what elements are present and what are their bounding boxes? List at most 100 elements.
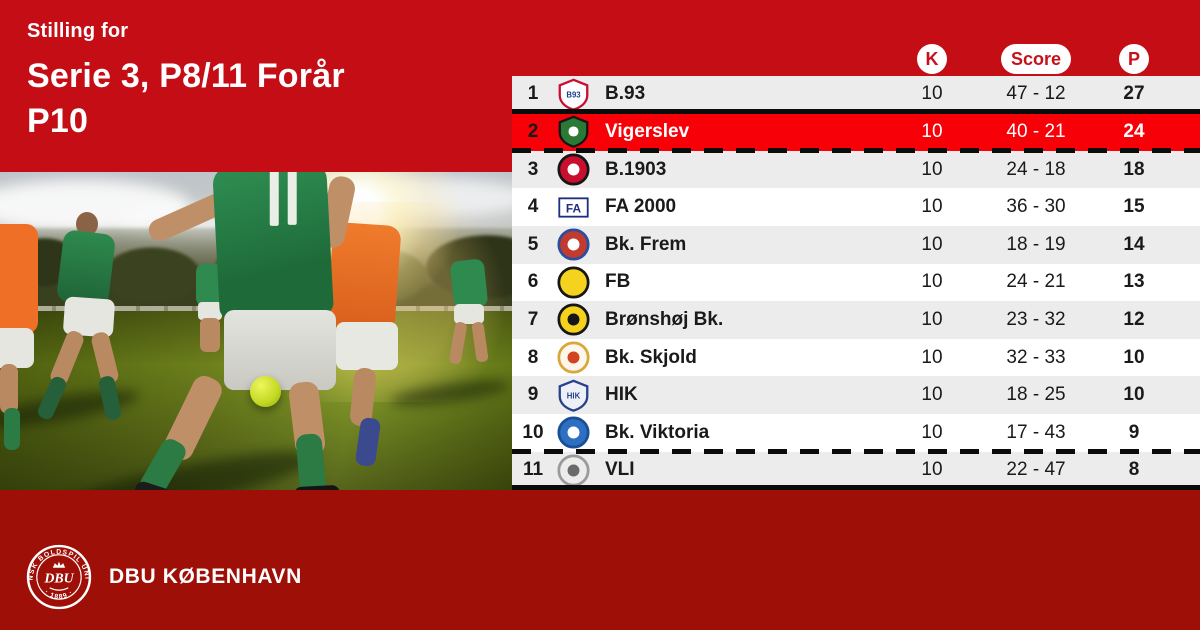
team-name: B.1903 (605, 158, 667, 180)
rank-number: 11 (522, 459, 544, 481)
photo-jersey-number-stripe (287, 172, 297, 225)
rank-number: 10 (522, 421, 544, 443)
goal-score: 32 - 33 (1006, 346, 1066, 368)
svg-text:B93: B93 (566, 91, 581, 100)
rank-number: 5 (527, 233, 539, 255)
rank-number: 8 (527, 346, 539, 368)
promotion-dashed-line (512, 148, 1200, 154)
svg-text:FA: FA (565, 201, 581, 215)
matches-played: 10 (921, 120, 943, 142)
photo-player-bib-center-shorts (336, 322, 398, 370)
photo-player-distant-legs (200, 318, 220, 352)
points: 12 (1123, 308, 1145, 330)
points: 9 (1128, 421, 1140, 443)
goal-score: 40 - 21 (1006, 120, 1066, 142)
column-badge-score: Score (1000, 44, 1072, 75)
page-title-line2: P10 (27, 102, 89, 140)
table-row: 10 Bk. Viktoria 10 17 - 43 9 (512, 413, 1200, 452)
photo-player-bib-left-shorts (0, 328, 34, 368)
team-name: VLI (605, 459, 635, 481)
rank-number: 3 (527, 158, 539, 180)
rank-number: 1 (527, 83, 539, 105)
goal-score: 18 - 19 (1006, 233, 1066, 255)
goal-score: 17 - 43 (1006, 421, 1066, 443)
table-row: 2 Vigerslev 10 40 - 21 24 (512, 113, 1200, 151)
page-title: Serie 3, P8/11 Forår P10 (27, 54, 467, 144)
matches-played: 10 (921, 158, 943, 180)
table-row: 8 Bk. Skjold 10 32 - 33 10 (512, 338, 1200, 377)
points: 14 (1123, 233, 1145, 255)
photo-player-distant-shorts (198, 302, 222, 320)
goal-score: 22 - 47 (1006, 459, 1066, 481)
club-logo-icon (557, 115, 590, 149)
matches-played: 10 (921, 346, 943, 368)
column-badge-matches: K (917, 44, 947, 75)
table-row: 7 Brønshøj Bk. 10 23 - 32 12 (512, 301, 1200, 339)
team-name: Bk. Skjold (605, 346, 697, 368)
table-header: K Score P (512, 43, 1200, 76)
photo-player-right (449, 258, 489, 310)
matches-played: 10 (921, 196, 943, 218)
points: 13 (1123, 271, 1145, 293)
matches-played: 10 (921, 233, 943, 255)
club-logo-icon (556, 266, 590, 299)
club-logo-icon (556, 454, 590, 487)
team-name: HIK (605, 384, 638, 406)
matches-played: 10 (921, 308, 943, 330)
highlight-top-line (512, 109, 1200, 114)
points: 8 (1128, 459, 1140, 481)
table-row: 9 HIK HIK 10 18 - 25 10 (512, 376, 1200, 414)
photo-player-bib-left-leg (0, 364, 18, 414)
club-logo-icon: B93 (557, 78, 590, 111)
table-row: 6 FB 10 24 - 21 13 (512, 263, 1200, 302)
team-name: B.93 (605, 83, 646, 105)
club-logo-icon (556, 416, 590, 449)
club-logo-icon (556, 228, 590, 261)
points: 10 (1123, 384, 1145, 406)
rank-number: 6 (527, 271, 539, 293)
photo-player-bib-left (0, 224, 38, 334)
dbu-logo-icon: DANSK BOLDSPIL UNION · 1889 · DBU (26, 544, 92, 610)
footer: DANSK BOLDSPIL UNION · 1889 · DBU DBU KØ… (26, 544, 302, 610)
points: 27 (1123, 83, 1145, 105)
table-row: 11 VLI 10 22 - 47 8 (512, 451, 1200, 490)
team-name: Bk. Frem (605, 233, 687, 255)
column-badge-points: P (1119, 44, 1149, 75)
footer-band (0, 489, 1200, 630)
matches-played: 10 (921, 421, 943, 443)
table-bottom-line (512, 485, 1200, 490)
photo-main-player-shorts (224, 310, 336, 390)
table-row: 4 FA FA 2000 10 36 - 30 15 (512, 188, 1200, 226)
photo-jersey-number-stripe (269, 172, 279, 226)
club-logo-icon (556, 303, 590, 336)
goal-score: 23 - 32 (1006, 308, 1066, 330)
photo-player-running-head (76, 212, 98, 236)
points: 18 (1123, 158, 1145, 180)
seal-crown (52, 561, 66, 568)
club-logo-icon (556, 341, 590, 374)
rank-number: 4 (527, 196, 539, 218)
club-logo-icon: HIK (557, 379, 590, 412)
matches-played: 10 (921, 83, 943, 105)
match-photo (0, 172, 512, 490)
goal-score: 36 - 30 (1006, 196, 1066, 218)
points: 10 (1123, 346, 1145, 368)
relegation-dashed-line (512, 448, 1200, 454)
club-logo-icon: FA (557, 191, 590, 224)
seal-center-text: DBU (43, 572, 74, 587)
goal-score: 47 - 12 (1006, 83, 1066, 105)
team-name: Vigerslev (605, 120, 690, 142)
points: 15 (1123, 196, 1145, 218)
photo-football (250, 376, 281, 407)
goal-score: 24 - 21 (1006, 271, 1066, 293)
goal-score: 24 - 18 (1006, 158, 1066, 180)
photo-main-player-jersey (212, 172, 334, 319)
table-body: 1 B93 B.93 10 47 - 12 27 2 Vigerslev 10 … (512, 75, 1200, 490)
team-name: FA 2000 (605, 196, 677, 218)
rank-number: 9 (527, 384, 539, 406)
page-title-line1: Serie 3, P8/11 Forår (27, 57, 345, 95)
table-row: 1 B93 B.93 10 47 - 12 27 (512, 75, 1200, 114)
title-block: Stilling for Serie 3, P8/11 Forår P10 (27, 20, 467, 144)
matches-played: 10 (921, 271, 943, 293)
